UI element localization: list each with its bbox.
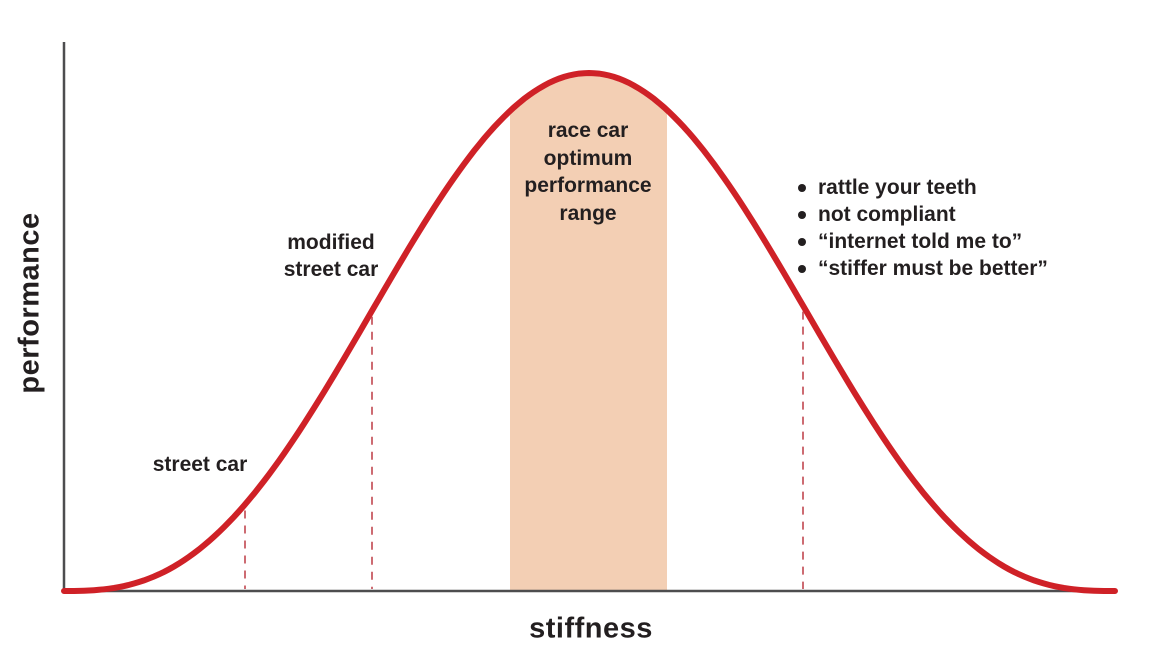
x-axis-label: stiffness <box>529 612 653 645</box>
bullet-text: “stiffer must be better” <box>818 257 1048 280</box>
bullet-icon <box>798 211 806 219</box>
list-item: not compliant <box>798 201 1048 228</box>
bullet-icon <box>798 184 806 192</box>
y-axis-label: performance <box>13 212 46 394</box>
too-stiff-bullet-list: rattle your teeth not compliant “interne… <box>798 174 1048 282</box>
annotation-line: street car <box>283 258 379 281</box>
list-item: “internet told me to” <box>798 228 1048 255</box>
bullet-text: “internet told me to” <box>818 230 1023 253</box>
list-item: rattle your teeth <box>798 174 1048 201</box>
annotation-line: modified <box>287 231 375 254</box>
annotation-line: optimum <box>543 146 633 170</box>
bullet-text: not compliant <box>818 203 956 226</box>
annotation-street-car: street car <box>152 453 248 476</box>
annotation-line: performance <box>524 174 652 197</box>
annotation-line: range <box>559 201 617 225</box>
annotation-race-car-optimum-range: race car optimum performance range <box>524 117 651 227</box>
list-item: “stiffer must be better” <box>798 255 1048 282</box>
bullet-icon <box>798 265 806 273</box>
annotation-line: race car <box>547 119 629 142</box>
bell-curve-line <box>61 69 1118 594</box>
annotation-modified-street-car: modified street car <box>284 229 379 283</box>
optimum-range-band <box>510 73 667 591</box>
bullet-icon <box>798 238 806 246</box>
bullet-text: rattle your teeth <box>818 176 977 199</box>
